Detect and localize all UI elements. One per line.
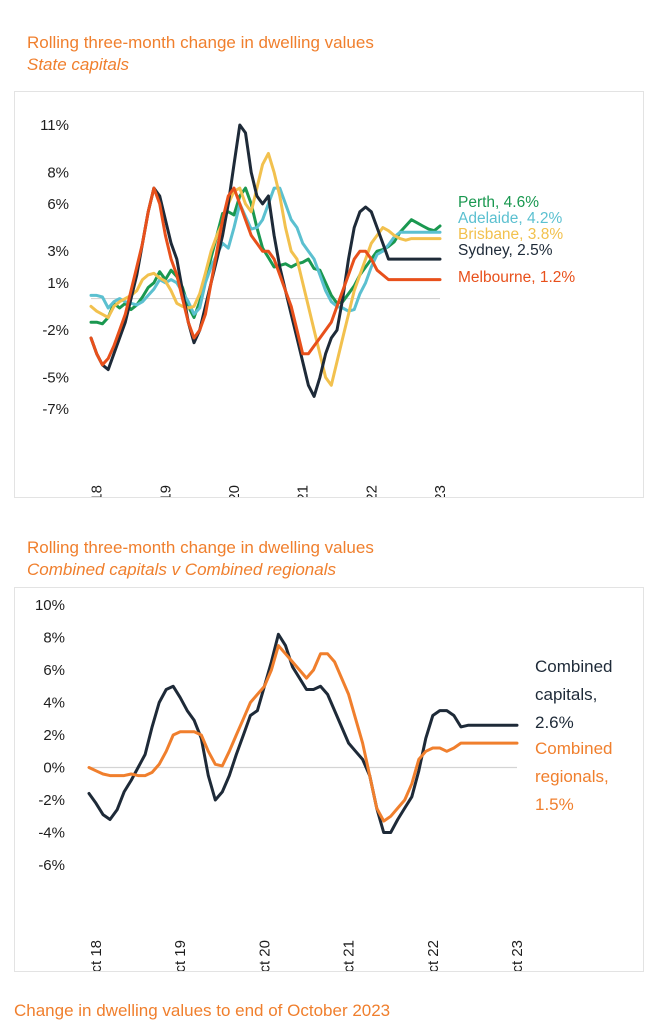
chart2-xtick-label: Oct 18: [88, 940, 105, 971]
chart1-xtick-label: Oct 20: [226, 485, 243, 497]
chart2-ytick-label: 8%: [43, 630, 65, 647]
chart1-ytick-label: -7%: [42, 401, 69, 418]
chart2-ytick-label: -4%: [38, 825, 65, 842]
chart2-series-line-combined-regionals: [87, 644, 519, 823]
chart1-title: Rolling three-month change in dwelling v…: [27, 33, 374, 52]
chart2-title: Rolling three-month change in dwelling v…: [27, 538, 374, 557]
chart1-xtick-label: Oct 18: [89, 485, 106, 497]
chart1-ytick-label: 3%: [47, 243, 69, 260]
chart2-legend-combined-capitals: capitals,: [535, 685, 597, 704]
chart1-xtick-label: Oct 19: [157, 485, 174, 497]
chart2-title-block: Rolling three-month change in dwelling v…: [27, 537, 374, 581]
chart1-ytick-label: 8%: [47, 164, 69, 181]
chart2-ytick-label: -2%: [38, 792, 65, 809]
chart1-ytick-label: -5%: [42, 369, 69, 386]
chart2-subtitle: Combined capitals v Combined regionals: [27, 560, 336, 579]
chart1-xtick-label: Oct 22: [363, 485, 380, 497]
footer-title: Change in dwelling values to end of Octo…: [14, 1001, 391, 1020]
chart2-xtick-label: Oct 20: [256, 940, 273, 971]
chart1-series-line-melbourne: [89, 186, 442, 367]
chart2-series-line-combined-capitals: [87, 632, 519, 834]
chart1-legend-sydney: Sydney, 2.5%: [458, 242, 553, 259]
chart2-xtick-label: Oct 23: [509, 940, 526, 971]
chart1-legend-brisbane: Brisbane, 3.8%: [458, 226, 563, 243]
chart2-legend-combined-regionals: 1.5%: [535, 795, 574, 814]
chart2-xtick-label: Oct 19: [172, 940, 189, 971]
chart1-title-block: Rolling three-month change in dwelling v…: [27, 32, 374, 76]
chart2-xtick-label: Oct 21: [341, 940, 358, 971]
chart1-legend-perth: Perth, 4.6%: [458, 194, 539, 211]
chart2-svg: -6% -4% -2% 0% 2% 4% 6% 8% 10% Oct 18 Oct 19 Oct 20…: [35, 597, 613, 984]
chart1-series-line-adelaide: [89, 186, 442, 316]
chart1-ytick-label: 6%: [47, 196, 69, 213]
chart2-xtick-label: Oct 22: [425, 940, 442, 971]
chart1-panel: -7% -5% -2% 1% 3% 6% 8% 11% Oct 18 Oct 19 Oct 20 Oc…: [14, 91, 644, 529]
chart2-ytick-label: 6%: [43, 662, 65, 679]
chart2-legend-combined-capitals: Combined: [535, 657, 613, 676]
chart1-xtick-label: Oct 21: [295, 485, 312, 497]
chart1-svg: -7% -5% -2% 1% 3% 6% 8% 11% Oct 18 Oct 19 Oct 20 Oc…: [40, 117, 575, 529]
chart2-legend-combined-regionals: regionals,: [535, 767, 609, 786]
chart2-ytick-label: 2%: [43, 727, 65, 744]
chart2-ytick-label: 10%: [35, 597, 65, 614]
chart1-series-line-brisbane: [89, 151, 442, 387]
chart1-legend-melbourne: Melbourne, 1.2%: [458, 269, 575, 286]
chart2-panel: -6% -4% -2% 0% 2% 4% 6% 8% 10% Oct 18 Oct 19 Oct 20…: [14, 587, 644, 984]
chart1-ytick-label: -2%: [42, 322, 69, 339]
chart2-ytick-label: 4%: [43, 695, 65, 712]
chart1-subtitle: State capitals: [27, 55, 130, 74]
chart2-ytick-label: 0%: [43, 760, 65, 777]
chart1-xtick-label: Oct 23: [432, 485, 449, 497]
chart2-legend-combined-capitals: 2.6%: [535, 713, 574, 732]
chart1-series-line-perth: [89, 186, 442, 326]
chart2-legend-combined-regionals: Combined: [535, 739, 613, 758]
chart1-ytick-label: 1%: [47, 275, 69, 292]
chart1-legend-adelaide: Adelaide, 4.2%: [458, 210, 562, 227]
chart1-series-line-sydney: [89, 123, 442, 398]
chart2-ytick-label: -6%: [38, 857, 65, 874]
chart1-ytick-label: 11%: [40, 117, 69, 134]
